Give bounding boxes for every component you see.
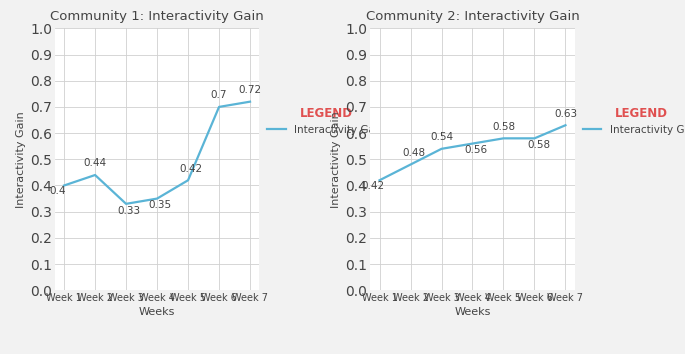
Text: 0.58: 0.58 bbox=[492, 122, 515, 132]
Y-axis label: Interactivity Gain: Interactivity Gain bbox=[16, 111, 26, 208]
Text: 0.54: 0.54 bbox=[430, 132, 453, 142]
X-axis label: Weeks: Weeks bbox=[139, 307, 175, 317]
Text: 0.42: 0.42 bbox=[362, 181, 385, 191]
Text: 0.44: 0.44 bbox=[84, 159, 107, 169]
Text: 0.35: 0.35 bbox=[149, 200, 172, 210]
Y-axis label: Interactivity Gain: Interactivity Gain bbox=[332, 111, 341, 208]
Text: 0.48: 0.48 bbox=[402, 148, 425, 158]
Text: 0.72: 0.72 bbox=[238, 85, 262, 95]
Legend: Interactivity Gain: Interactivity Gain bbox=[267, 107, 385, 135]
Text: 0.58: 0.58 bbox=[527, 140, 551, 150]
Text: 0.33: 0.33 bbox=[118, 206, 140, 216]
Text: 0.56: 0.56 bbox=[464, 145, 487, 155]
Text: 0.7: 0.7 bbox=[211, 90, 227, 101]
Text: 0.63: 0.63 bbox=[554, 109, 577, 119]
Text: 0.42: 0.42 bbox=[179, 164, 203, 174]
Title: Community 2: Interactivity Gain: Community 2: Interactivity Gain bbox=[366, 10, 580, 23]
Legend: Interactivity Gain: Interactivity Gain bbox=[583, 107, 685, 135]
Title: Community 1: Interactivity Gain: Community 1: Interactivity Gain bbox=[50, 10, 264, 23]
Text: 0.4: 0.4 bbox=[49, 186, 66, 196]
X-axis label: Weeks: Weeks bbox=[454, 307, 490, 317]
